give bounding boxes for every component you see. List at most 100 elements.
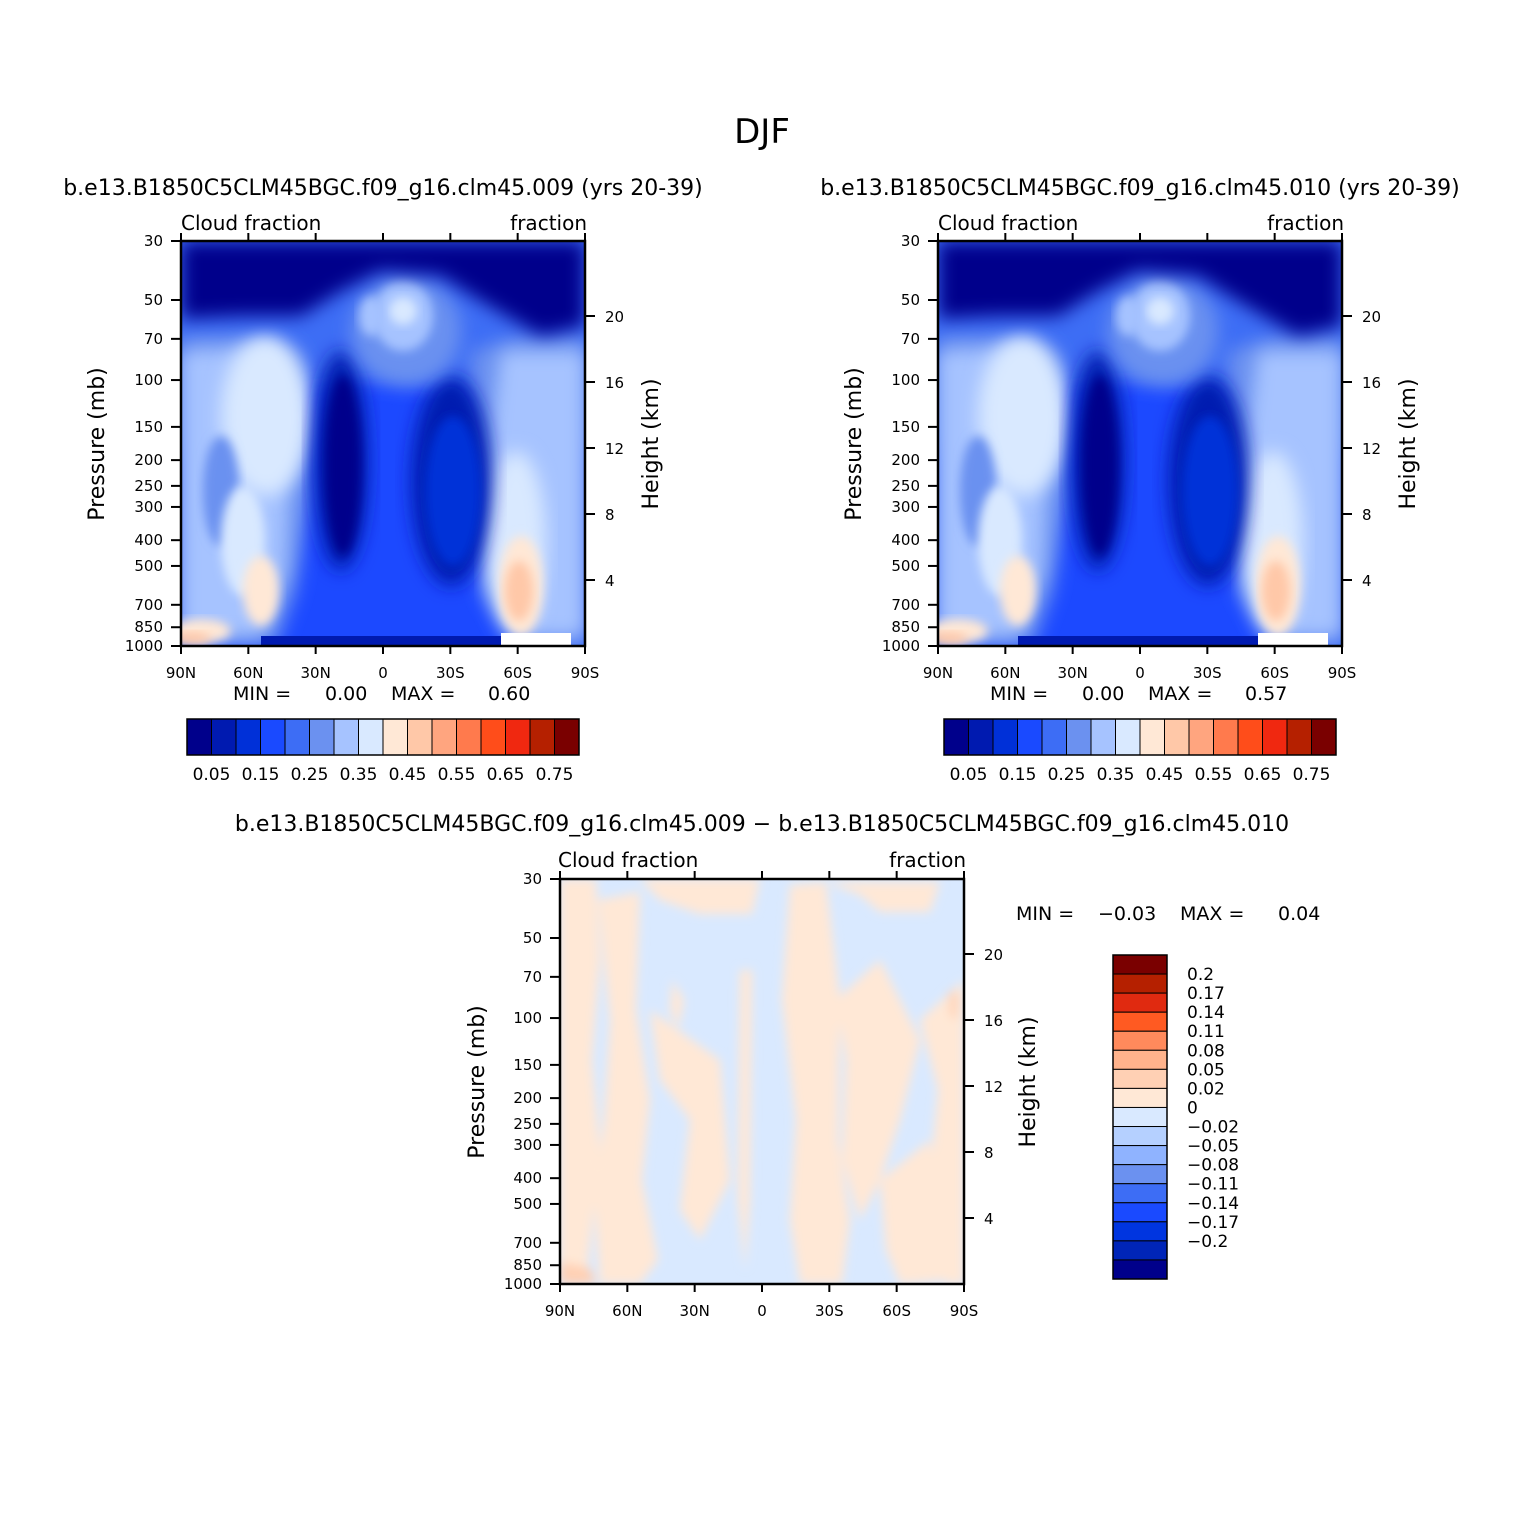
y-tick-label: 400 bbox=[513, 1169, 542, 1187]
colorbar-label: 0.15 bbox=[242, 765, 280, 785]
colorbar-box bbox=[1112, 1145, 1168, 1166]
colorbar-label: 0.45 bbox=[1146, 765, 1184, 785]
colorbar-box bbox=[1112, 1068, 1168, 1089]
x-tick-label: 0 bbox=[1135, 664, 1145, 682]
contour-region bbox=[1018, 636, 1258, 646]
page-title: DJF bbox=[734, 112, 790, 152]
colorbar-label: 0.05 bbox=[950, 765, 988, 785]
y-tick-label: 100 bbox=[134, 371, 163, 389]
y-tick-label: 70 bbox=[144, 330, 163, 348]
y-tick-label: 200 bbox=[513, 1089, 542, 1107]
colorbar-box bbox=[1112, 1087, 1168, 1108]
x-tick-label: 90S bbox=[571, 664, 600, 682]
colorbar-box bbox=[382, 718, 408, 756]
y-tick-label: 30 bbox=[144, 232, 163, 250]
contour-region bbox=[359, 296, 383, 336]
colorbar-box bbox=[1112, 1030, 1168, 1051]
y-right-tick-label: 8 bbox=[1362, 506, 1372, 524]
panel-3-colorbar: 0.20.170.140.110.080.050.020−0.02−0.05−0… bbox=[1112, 954, 1239, 1280]
colorbar-label: 0.14 bbox=[1187, 1003, 1225, 1023]
colorbar-box bbox=[529, 718, 555, 756]
y-tick-label: 850 bbox=[513, 1256, 542, 1274]
y-right-tick-label: 20 bbox=[1362, 308, 1381, 326]
panel-2-min-label: MIN = bbox=[990, 683, 1048, 705]
colorbar-label: −0.14 bbox=[1187, 1194, 1239, 1214]
contour-region bbox=[978, 336, 1068, 496]
colorbar-box bbox=[1066, 718, 1092, 756]
colorbar-label: 0.65 bbox=[1244, 765, 1282, 785]
panel-1-field-shapes bbox=[181, 241, 585, 646]
y-right-tick-label: 16 bbox=[984, 1012, 1003, 1030]
colorbar-label: 0.25 bbox=[1048, 765, 1086, 785]
x-tick-label: 60S bbox=[1260, 664, 1289, 682]
colorbar-box bbox=[968, 718, 994, 756]
colorbar-frame bbox=[943, 718, 1337, 756]
colorbar-box bbox=[1112, 1011, 1168, 1032]
contour-region bbox=[181, 632, 211, 644]
y-right-tick-label: 20 bbox=[605, 308, 624, 326]
y-right-tick-label: 16 bbox=[1362, 374, 1381, 392]
colorbar-label: 0.55 bbox=[1195, 765, 1233, 785]
y-tick-label: 300 bbox=[134, 498, 163, 516]
colorbar-label: 0.65 bbox=[487, 765, 525, 785]
colorbar-box bbox=[1112, 1202, 1168, 1223]
y-tick-label: 50 bbox=[144, 291, 163, 309]
colorbar-label: −0.02 bbox=[1187, 1118, 1239, 1138]
y-right-tick-label: 12 bbox=[984, 1078, 1003, 1096]
contour-region bbox=[1082, 376, 1118, 556]
panel-3-right-label: fraction bbox=[889, 848, 966, 872]
y-tick-label: 700 bbox=[891, 596, 920, 614]
y-tick-label: 500 bbox=[891, 557, 920, 575]
colorbar-label: 0.45 bbox=[389, 765, 427, 785]
y-tick-label: 1000 bbox=[125, 637, 163, 655]
y-tick-label: 700 bbox=[513, 1234, 542, 1252]
colorbar-box bbox=[284, 718, 310, 756]
y-tick-label: 850 bbox=[891, 618, 920, 636]
y-tick-label: 400 bbox=[891, 531, 920, 549]
y-right-tick-label: 12 bbox=[1362, 440, 1381, 458]
y-tick-label: 150 bbox=[134, 418, 163, 436]
y-tick-label: 100 bbox=[891, 371, 920, 389]
panel-2-y-axis-label: Pressure (mb) bbox=[842, 367, 867, 521]
colorbar-box bbox=[992, 718, 1018, 756]
colorbar-box bbox=[358, 718, 384, 756]
x-tick-label: 90S bbox=[950, 1302, 979, 1320]
y-tick-label: 500 bbox=[134, 557, 163, 575]
y-tick-label: 30 bbox=[523, 870, 542, 888]
contour-region bbox=[325, 376, 361, 556]
panel-2-field-shapes bbox=[938, 241, 1342, 646]
y-right-tick-label: 4 bbox=[984, 1210, 994, 1228]
y-right-tick-label: 20 bbox=[984, 946, 1003, 964]
panel-2-max-label: MAX = bbox=[1148, 683, 1212, 705]
colorbar-label: 0.17 bbox=[1187, 984, 1225, 1004]
colorbar-box bbox=[1112, 1240, 1168, 1261]
panel-1-x-ticks: 90N 60N 30N 0 30S 60S 90S bbox=[166, 233, 599, 682]
contour-region bbox=[1000, 556, 1036, 626]
contour-region bbox=[389, 297, 417, 325]
panel-3-left-label: Cloud fraction bbox=[558, 848, 698, 872]
x-tick-label: 60N bbox=[612, 1302, 642, 1320]
y-tick-label: 50 bbox=[523, 929, 542, 947]
y-tick-label: 1000 bbox=[882, 637, 920, 655]
colorbar-frame bbox=[186, 718, 580, 756]
panel-3-min-value: −0.03 bbox=[1098, 903, 1156, 925]
x-tick-label: 90N bbox=[545, 1302, 575, 1320]
colorbar-label: 0.05 bbox=[193, 765, 231, 785]
x-tick-label: 0 bbox=[757, 1302, 767, 1320]
colorbar-box bbox=[1237, 718, 1263, 756]
y-right-tick-label: 4 bbox=[1362, 572, 1372, 590]
x-tick-label: 30S bbox=[815, 1302, 844, 1320]
x-tick-label: 60N bbox=[233, 664, 263, 682]
colorbar-label: 0.35 bbox=[340, 765, 378, 785]
colorbar-box bbox=[260, 718, 286, 756]
colorbar-box bbox=[480, 718, 506, 756]
y-tick-label: 150 bbox=[891, 418, 920, 436]
y-tick-label: 70 bbox=[523, 968, 542, 986]
colorbar-label: −0.17 bbox=[1187, 1213, 1239, 1233]
colorbar-box bbox=[333, 718, 359, 756]
y-right-tick-label: 8 bbox=[605, 506, 615, 524]
panel-2-max-value: 0.57 bbox=[1245, 683, 1287, 705]
